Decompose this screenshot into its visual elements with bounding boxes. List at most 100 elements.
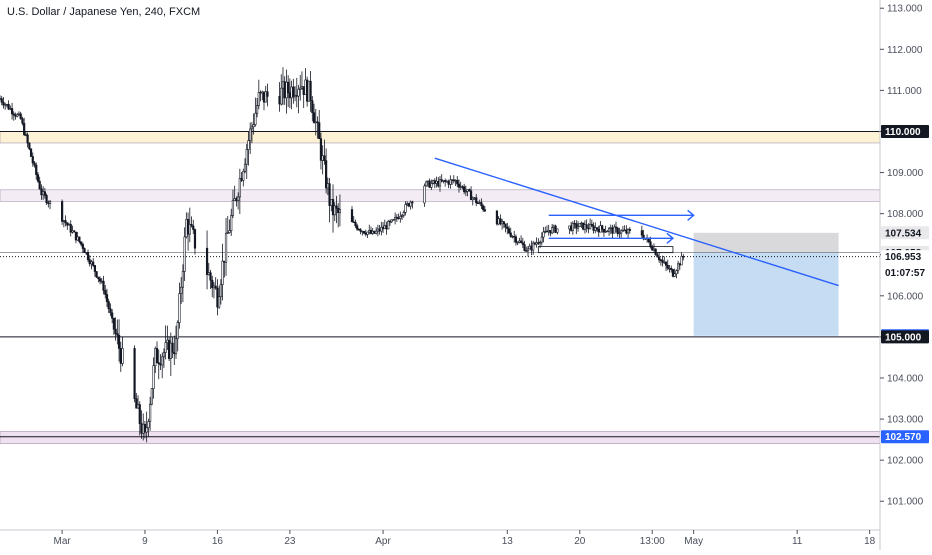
candle-body-248: [499, 218, 502, 225]
candle-body-18: [29, 148, 33, 157]
candle-body-297: [594, 227, 597, 231]
candle-body-68: [136, 404, 140, 409]
candle-body-37: [73, 230, 76, 233]
candle-body-102: [205, 247, 209, 275]
candle-body-240: [475, 197, 478, 204]
candle-body-193: [383, 225, 386, 230]
candle-body-163: [321, 155, 324, 161]
candle-body-39: [76, 236, 79, 241]
candle-body-229: [456, 179, 459, 185]
candle-body-10: [16, 114, 19, 117]
candle-body-336: [671, 269, 675, 277]
candle-body-103: [207, 272, 210, 275]
candle-body-122: [240, 178, 243, 181]
candle-body-274: [544, 230, 547, 233]
candle-body-5: [7, 103, 10, 110]
candle-body-153: [304, 79, 307, 95]
candle-body-6: [9, 108, 12, 110]
candle-body-202: [399, 216, 402, 219]
candle-body-83: [162, 352, 166, 358]
candle-body-278: [551, 227, 554, 234]
candle-body-62: [116, 333, 119, 336]
candle-body-35: [69, 224, 72, 233]
candle-body-247: [497, 218, 500, 225]
candle-body-38: [74, 231, 78, 241]
candle-body-309: [614, 226, 618, 229]
price-label-bg-6: [881, 124, 929, 138]
candle-body-141: [283, 81, 286, 99]
candle-body-25: [42, 191, 45, 196]
candle-body-147: [293, 95, 297, 98]
candle-body-99: [190, 224, 193, 227]
candle-body-53: [100, 280, 103, 283]
candle-body-259: [518, 240, 521, 243]
candle-body-190: [378, 228, 381, 232]
candle-body-272: [540, 236, 543, 243]
candle-body-28: [47, 202, 50, 204]
position-tool-layer[interactable]: [693, 232, 839, 336]
candle-body-289: [580, 222, 583, 225]
price-label-bg-0: [881, 226, 929, 240]
candle-body-313: [621, 230, 625, 232]
candle-body-236: [468, 189, 471, 192]
candle-body-162: [319, 138, 323, 161]
candle-body-97: [186, 219, 190, 235]
candle-body-177: [356, 225, 359, 230]
candle-body-176: [354, 221, 357, 227]
candle-body-138: [278, 96, 281, 105]
candle-body-33: [66, 222, 69, 226]
time-axis-layer[interactable]: Mar 9 16 23 Apr 13 20 13:00 May 11 18: [0, 529, 880, 547]
price-label-3: 01:07:57: [885, 268, 925, 279]
drawings-layer[interactable]: [434, 157, 839, 287]
candle-body-266: [530, 245, 533, 251]
candle-body-17: [28, 142, 31, 150]
candle-body-245: [483, 209, 486, 212]
candle-body-166: [326, 183, 329, 189]
candle-body-284: [571, 223, 574, 231]
candle-body-223: [445, 181, 449, 183]
candle-body-132: [257, 91, 260, 106]
candle-body-2: [2, 101, 5, 106]
candle-body-301: [601, 225, 604, 230]
candle-body-232: [461, 186, 464, 188]
candle-body-296: [592, 225, 595, 231]
candle-body-116: [230, 215, 233, 231]
candle-body-115: [228, 230, 231, 233]
candle-body-130: [254, 112, 257, 125]
y-tick-label-3: 104.000: [887, 373, 924, 384]
candle-body-104: [209, 272, 212, 281]
position-stop-area: [693, 232, 839, 253]
candle-body-125: [245, 149, 248, 165]
candle-body-59: [111, 312, 114, 319]
candle-body-171: [335, 205, 338, 209]
candle-body-254: [509, 232, 512, 237]
candle-body-277: [549, 230, 552, 234]
x-tick-label-3: 23: [284, 536, 296, 547]
candle-body-89: [173, 351, 176, 355]
price-label-bg-5: [881, 330, 929, 344]
candle-body-307: [611, 227, 614, 234]
candle-body-22: [36, 174, 40, 182]
candle-body-76: [150, 388, 153, 405]
candle-body-31: [62, 220, 65, 222]
candle-body-149: [297, 88, 300, 97]
candle-body-195: [387, 221, 390, 230]
candles-layer: [0, 67, 685, 443]
candle-body-204: [402, 212, 405, 216]
candle-body-105: [211, 279, 214, 289]
candle-body-276: [547, 230, 550, 233]
candle-body-329: [659, 259, 662, 261]
candle-body-270: [537, 242, 540, 244]
candle-body-67: [135, 398, 138, 409]
candle-body-63: [117, 335, 121, 349]
price-label-6: 110.000: [885, 127, 921, 138]
candle-body-316: [626, 229, 630, 234]
candle-body-3: [4, 104, 7, 106]
candle-body-21: [35, 164, 38, 175]
candle-body-337: [673, 273, 676, 277]
candle-body-198: [392, 219, 395, 221]
candle-body-20: [33, 162, 36, 166]
candle-body-127: [249, 128, 252, 141]
